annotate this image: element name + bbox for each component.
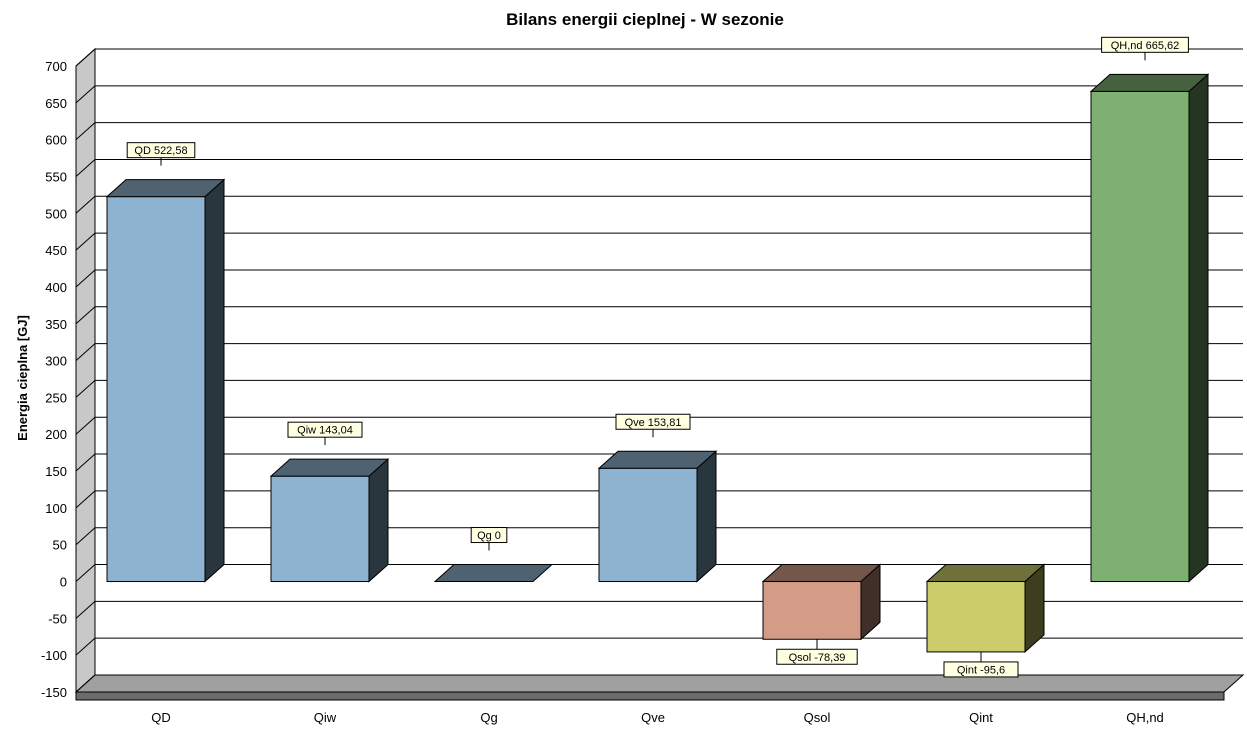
data-label: Qsol -78,39 (789, 652, 846, 664)
bar-top (433, 564, 554, 583)
x-tick-label: QH,nd (1126, 710, 1164, 725)
bar-qsol (761, 563, 882, 641)
wall-tick (75, 564, 96, 582)
y-tick-label: 250 (45, 390, 67, 405)
x-tick-label: Qve (641, 710, 665, 725)
data-label-box (1101, 36, 1189, 53)
y-tick-label: -150 (41, 685, 67, 700)
data-label-box (287, 421, 363, 438)
data-label: Qg 0 (477, 530, 501, 542)
wall-tick (75, 490, 96, 509)
wall-tick (75, 48, 96, 67)
x-axis-categories: QD Qiw Qg Qve Qsol Qint QH,nd (151, 710, 1164, 725)
y-axis-ticks: -150 -100 -50 0 50 100 150 200 250 300 350 400 450 50… (41, 59, 67, 700)
wall-tick (75, 674, 96, 693)
y-tick-label: -50 (48, 611, 67, 626)
bars (105, 73, 1210, 654)
y-axis-label: Energia cieplna [GJ] (15, 315, 30, 441)
wall-tick (75, 122, 96, 141)
bar-qd (105, 178, 226, 583)
bar-top (105, 179, 226, 198)
x-tick-label: Qint (969, 710, 993, 725)
left-wall (75, 47, 96, 694)
bar-front (106, 196, 206, 583)
wall-tick (75, 416, 96, 435)
y-tick-label: 300 (45, 354, 67, 369)
chart-walls (74, 47, 1245, 701)
data-label-box (615, 413, 691, 430)
x-tick-label: Qiw (314, 710, 337, 725)
data-label: Qiw 143,04 (297, 425, 353, 437)
wall-tick (75, 600, 96, 619)
x-tick-label: Qg (480, 710, 497, 725)
gridlines (75, 48, 1243, 693)
wall-tick (75, 195, 96, 214)
wall-tick (75, 306, 96, 325)
data-label-box (776, 648, 858, 665)
bar-side (696, 450, 717, 583)
wall-tick (75, 380, 96, 398)
data-labels: QD 522,58 Qiw 143,04 Qg 0 Qve 153,81 Qsol -7… (126, 36, 1189, 678)
bar-qh-nd (1089, 73, 1210, 583)
data-label-box (943, 661, 1019, 678)
bar-front (926, 581, 1026, 653)
bar-side (1188, 73, 1209, 583)
bar-top (761, 564, 882, 583)
bar-top (1089, 73, 1210, 92)
x-tick-label: Qsol (804, 710, 831, 725)
floor-top (74, 674, 1245, 693)
y-tick-label: 50 (53, 538, 67, 553)
y-tick-label: 500 (45, 206, 67, 221)
y-tick-label: 700 (45, 59, 67, 74)
bar-side (204, 178, 225, 583)
y-tick-label: 650 (45, 96, 67, 111)
bar-qg (433, 564, 554, 583)
data-label: Qint -95,6 (957, 664, 1005, 676)
y-tick-label: 400 (45, 280, 67, 295)
bar-side (368, 458, 389, 583)
y-tick-label: 600 (45, 133, 67, 148)
x-tick-label: QD (151, 710, 171, 725)
data-label-box (126, 142, 196, 159)
bar-front (762, 581, 862, 640)
bar-front (1090, 90, 1190, 583)
bar-top (925, 564, 1046, 583)
y-tick-label: 350 (45, 317, 67, 332)
data-label: QH,nd 665,62 (1111, 40, 1180, 52)
data-label: Qve 153,81 (625, 417, 682, 429)
y-tick-label: 450 (45, 243, 67, 258)
y-tick-label: -100 (41, 648, 67, 663)
wall-tick (75, 453, 96, 472)
y-tick-label: 200 (45, 427, 67, 442)
bar-front (598, 467, 698, 583)
wall-tick (75, 232, 96, 251)
floor-front (75, 691, 1225, 701)
y-tick-label: 100 (45, 501, 67, 516)
bar-qve (597, 450, 718, 583)
y-tick-label: 150 (45, 464, 67, 479)
wall-tick (75, 85, 96, 104)
bar-front (270, 475, 370, 583)
wall-tick (75, 527, 96, 546)
bar-top (597, 450, 718, 469)
wall-tick (75, 637, 96, 656)
y-tick-label: 0 (60, 575, 67, 590)
wall-tick (75, 159, 96, 177)
bar-qiw (269, 458, 390, 583)
y-tick-label: 550 (45, 169, 67, 184)
data-label: QD 522,58 (134, 145, 187, 157)
wall-tick (75, 269, 96, 288)
wall-tick (75, 343, 96, 361)
bar-qint (925, 563, 1046, 654)
bar-top (269, 458, 390, 477)
chart-title: Bilans energii cieplnej - W sezonie (506, 10, 784, 29)
data-label-box (470, 527, 508, 544)
